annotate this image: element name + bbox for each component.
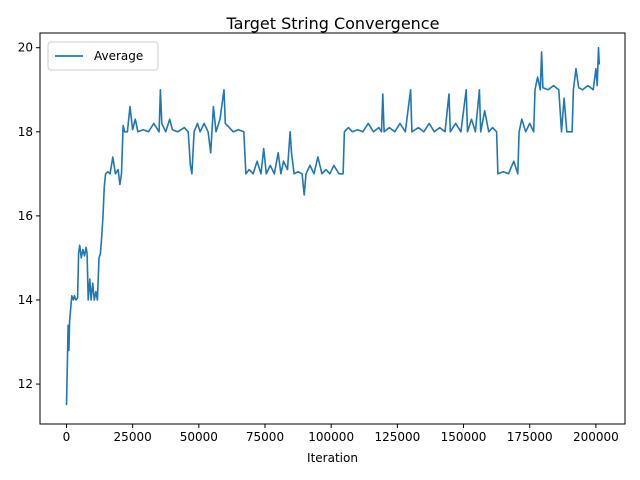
x-tick-label: 150000 [441, 430, 487, 444]
x-tick-label: 50000 [180, 430, 218, 444]
y-tick-label: 14 [18, 293, 33, 307]
axis-ticks: 0 25000 50000 75000 100000 125000 150000 175000… [18, 41, 619, 444]
x-tick-label: 75000 [246, 430, 284, 444]
axes-frame [39, 32, 626, 425]
legend: Average [47, 41, 159, 71]
x-tick-label: 25000 [114, 430, 152, 444]
chart-title: Target String Convergence [226, 14, 440, 33]
x-tick-label: 200000 [573, 430, 619, 444]
x-tick-label: 0 [63, 430, 71, 444]
y-tick-label: 16 [18, 209, 33, 223]
y-tick-label: 12 [18, 377, 33, 391]
y-tick-label: 20 [18, 41, 33, 55]
x-axis-label: Iteration [307, 451, 358, 465]
series-line-average [65, 46, 601, 406]
legend-label-average: Average [94, 49, 143, 63]
legend-box [47, 41, 159, 71]
x-tick-label: 175000 [507, 430, 553, 444]
plot-area [65, 46, 601, 406]
y-tick-label: 18 [18, 125, 33, 139]
x-tick-label: 125000 [374, 430, 420, 444]
x-tick-label: 100000 [308, 430, 354, 444]
